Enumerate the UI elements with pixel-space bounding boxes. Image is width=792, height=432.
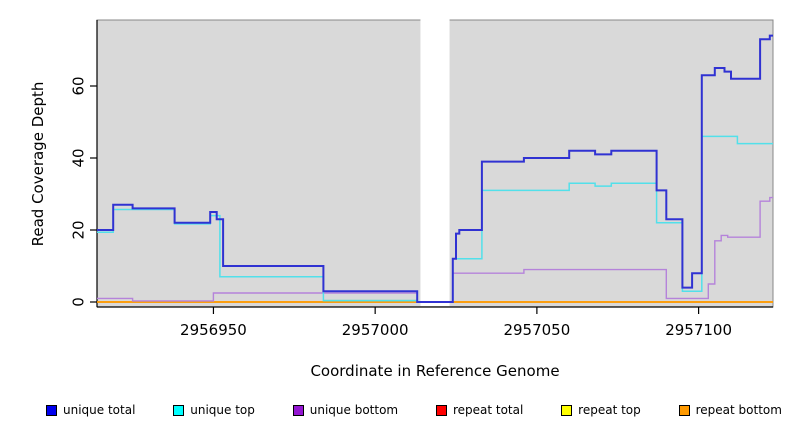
legend-label: repeat bottom xyxy=(695,403,782,417)
legend-label: repeat top xyxy=(578,403,641,417)
x-axis-title: Coordinate in Reference Genome xyxy=(310,362,560,380)
legend-swatch-repeat-top xyxy=(561,404,573,416)
legend-label: unique bottom xyxy=(309,403,399,417)
legend-swatch-unique-bottom xyxy=(292,404,304,416)
legend-label: unique top xyxy=(190,403,255,417)
legend-swatch-repeat-total xyxy=(435,404,447,416)
y-tick-label: 60 xyxy=(69,76,87,95)
series-line-unique-bottom xyxy=(97,196,773,303)
legend-label: unique total xyxy=(63,403,136,417)
legend-swatch-repeat-bottom xyxy=(678,404,690,416)
legend-item-unique-bottom: unique bottom xyxy=(292,403,399,417)
y-tick-label: 0 xyxy=(69,297,87,307)
legend-item-repeat-bottom: repeat bottom xyxy=(678,403,782,417)
legend-item-unique-top: unique top xyxy=(173,403,255,417)
legend-item-repeat-top: repeat top xyxy=(561,403,641,417)
y-axis-title: Read Coverage Depth xyxy=(29,81,47,247)
y-tick-label: 20 xyxy=(69,220,87,239)
series-line-unique-total xyxy=(97,34,773,303)
legend-swatch-unique-top xyxy=(173,404,185,416)
legend-swatch-unique-total xyxy=(46,404,57,416)
legend-label: repeat total xyxy=(452,403,524,417)
x-tick-label: 2957050 xyxy=(503,321,570,339)
x-tick-label: 2957100 xyxy=(665,321,732,339)
legend: unique total unique top unique bottom repea… xyxy=(46,403,782,417)
legend-item-unique-total: unique total xyxy=(46,403,135,417)
legend-item-repeat-total: repeat total xyxy=(435,403,524,417)
masked-gap-region xyxy=(420,18,450,306)
y-tick-label: 40 xyxy=(69,148,87,167)
x-tick-label: 2957000 xyxy=(342,321,409,339)
x-tick-label: 2956950 xyxy=(180,321,247,339)
